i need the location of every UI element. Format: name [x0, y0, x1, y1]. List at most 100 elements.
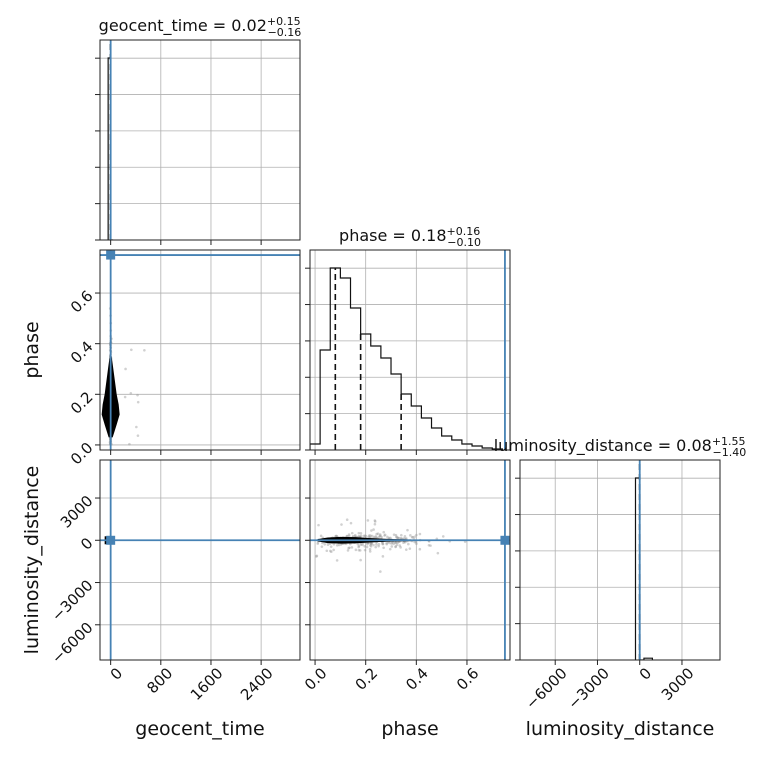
- sample-point: [357, 548, 361, 552]
- y-tick-label: 0.6: [67, 287, 97, 317]
- panel-title-geocent_time: geocent_time = 0.02+0.15 −0.16: [99, 15, 302, 39]
- sample-point: [377, 542, 381, 546]
- sample-point: [361, 543, 364, 547]
- sample-point: [317, 523, 320, 527]
- sample-point: [398, 544, 402, 547]
- x-axis-label-geocent_time: geocent_time: [135, 718, 264, 740]
- x-tick-label: 1600: [187, 664, 227, 704]
- sample-point: [382, 546, 385, 550]
- sample-point: [374, 535, 377, 538]
- sample-point: [399, 536, 403, 540]
- sample-point: [413, 540, 416, 544]
- sample-point: [363, 545, 367, 548]
- panel-frame: [309, 249, 511, 451]
- sample-point: [363, 534, 367, 537]
- sample-point: [390, 542, 393, 545]
- sample-point: [415, 542, 418, 546]
- sample-point: [410, 535, 414, 539]
- x-tick-label: 0: [107, 664, 126, 683]
- sample-point: [385, 541, 388, 545]
- sample-point: [353, 533, 357, 537]
- sample-point: [369, 534, 372, 537]
- panel-phase-vs-geocent_time: [100, 250, 300, 450]
- sample-point: [396, 541, 400, 544]
- sample-point: [362, 534, 366, 538]
- sample-point: [392, 533, 396, 536]
- sample-point: [381, 542, 385, 546]
- sample-point: [372, 543, 375, 547]
- sample-point: [379, 534, 382, 538]
- sample-point: [376, 532, 380, 535]
- x-tick-label: 2400: [237, 664, 277, 704]
- sample-point: [388, 547, 392, 551]
- x-axis-label-luminosity_distance: luminosity_distance: [526, 718, 715, 740]
- panel-frame: [99, 249, 301, 451]
- y-tick-label: 3000: [57, 492, 97, 532]
- sample-point: [350, 546, 354, 549]
- sample-point: [381, 542, 384, 546]
- sample-point: [136, 393, 139, 397]
- sample-point: [366, 519, 370, 522]
- y-tick-label: −3000: [48, 576, 97, 625]
- sample-point: [349, 521, 353, 525]
- sample-point: [325, 549, 329, 553]
- x-tick-label: 0: [636, 664, 655, 683]
- sample-point: [345, 518, 349, 522]
- sample-point: [350, 531, 354, 535]
- sample-point: [429, 544, 432, 547]
- sample-point: [315, 555, 318, 558]
- sample-point: [358, 549, 362, 552]
- sample-point: [368, 534, 371, 537]
- sample-point: [374, 545, 378, 549]
- panel-luminosity_distance-vs-phase: [310, 460, 510, 660]
- sample-point: [316, 542, 320, 545]
- sample-point: [320, 545, 324, 548]
- sample-point: [124, 367, 127, 371]
- sample-point: [402, 541, 405, 544]
- sample-point: [372, 536, 376, 539]
- sample-point: [394, 545, 397, 549]
- sample-point: [359, 558, 362, 562]
- sample-point: [404, 548, 408, 551]
- sample-point: [383, 533, 387, 537]
- panel-phase-vs-phase: [310, 250, 506, 450]
- sample-point: [143, 348, 146, 352]
- sample-point: [395, 543, 399, 547]
- sample-point: [347, 546, 350, 550]
- y-tick-label: 0.2: [67, 388, 97, 418]
- panel-title-phase: phase = 0.18+0.16 −0.10: [339, 225, 481, 249]
- sample-point: [353, 535, 357, 538]
- sample-point: [436, 551, 440, 555]
- sample-point: [357, 534, 361, 538]
- sample-point: [415, 533, 418, 537]
- sample-point: [357, 544, 361, 548]
- sample-point: [427, 543, 431, 547]
- sample-point: [357, 545, 360, 549]
- sample-point: [335, 543, 339, 547]
- sample-point: [368, 535, 371, 539]
- sample-point: [399, 546, 402, 549]
- sample-point: [403, 540, 407, 544]
- x-tick-label: 0.2: [352, 664, 382, 694]
- y-tick-label: 0.0: [67, 439, 97, 469]
- sample-point: [381, 555, 385, 558]
- sample-point: [413, 535, 416, 539]
- sample-point: [389, 536, 392, 540]
- sample-point: [383, 534, 386, 537]
- sample-point: [334, 535, 337, 538]
- sample-point: [370, 542, 373, 546]
- sample-point: [347, 534, 351, 538]
- sample-point: [329, 550, 333, 553]
- x-tick-label: 0.4: [402, 664, 432, 694]
- sample-point: [395, 536, 399, 539]
- sample-point: [394, 541, 398, 544]
- panel-frame: [519, 459, 721, 661]
- truth-marker: [106, 535, 116, 545]
- sample-point: [356, 542, 360, 546]
- sample-point: [351, 534, 355, 538]
- sample-point: [316, 540, 320, 544]
- sample-point: [387, 536, 391, 540]
- sample-point: [365, 545, 369, 549]
- sample-point: [347, 533, 351, 536]
